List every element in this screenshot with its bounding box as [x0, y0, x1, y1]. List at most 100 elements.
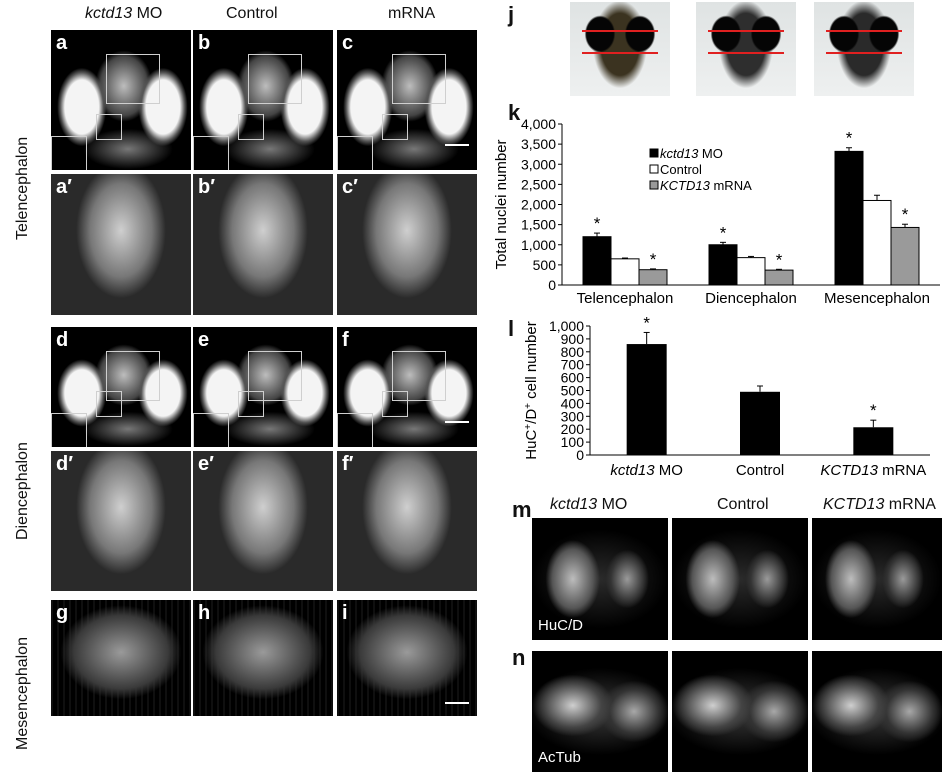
category-label: kctd13 MO: [610, 462, 683, 479]
bar-0-2: [638, 269, 668, 286]
significance-star: *: [720, 223, 727, 242]
panel-letter: f′: [342, 453, 354, 475]
legend-entry: Control: [660, 162, 702, 177]
figure-letter-m: m: [512, 497, 532, 522]
figure-letter-j: j: [508, 2, 515, 27]
micrograph-panel-d-prime: d′: [51, 451, 191, 591]
panel-letter: d: [56, 329, 69, 351]
immunostain-panel-n-1: AcTub: [532, 651, 668, 772]
scale-bar: [445, 421, 469, 423]
figure-letter-l: l: [508, 316, 515, 341]
section-plane-line: [582, 52, 658, 54]
significance-star: *: [594, 214, 601, 233]
immuno-header-control: Control: [717, 496, 769, 513]
panel-letter: b: [198, 32, 211, 54]
legend-swatch: [649, 164, 659, 174]
legend-suffix: MO: [698, 146, 723, 161]
significance-star: *: [650, 250, 657, 269]
immuno-header-mrna-suffix: mRNA: [884, 496, 936, 513]
bar-0-1: [610, 258, 640, 286]
column-header-mo-suffix: MO: [132, 5, 163, 22]
micrograph-texture: [337, 327, 477, 447]
bar-0: [626, 344, 667, 455]
bar-0-0: [582, 236, 612, 286]
y-tick-label: 2,000: [521, 197, 556, 213]
larval-head-image: [570, 2, 670, 96]
inset-box-source: [382, 391, 408, 417]
inset-box-small: [337, 136, 373, 170]
inset-box: [248, 54, 302, 104]
inset-box-small: [51, 413, 87, 447]
immuno-header-mo: kctd13 MO: [550, 496, 627, 514]
inset-box: [392, 54, 446, 104]
micrograph-panel-b: b: [193, 30, 333, 170]
inset-box: [248, 351, 302, 401]
bar-2-0: [834, 150, 864, 286]
immunostain-panel-n-3: [812, 651, 942, 772]
y-tick-label: 600: [561, 370, 585, 386]
bar-1-0: [708, 244, 738, 286]
micrograph-panel-f-prime: f′: [337, 451, 477, 591]
significance-star: *: [870, 401, 877, 420]
y-tick-label: 0: [576, 447, 584, 463]
y-tick-label: 0: [548, 277, 556, 293]
category-label: KCTD13 mRNA: [820, 462, 926, 479]
micrograph-texture: [193, 174, 333, 315]
legend-entry: KCTD13 mRNA: [660, 178, 752, 193]
micrograph-texture: [51, 451, 191, 591]
y-tick-label: 2,500: [521, 176, 556, 192]
inset-box-source: [96, 114, 122, 140]
panel-letter: c: [342, 32, 354, 54]
y-axis-label-part: /D: [523, 409, 540, 424]
category-label: Mesencephalon: [824, 290, 930, 307]
section-plane-line: [708, 30, 784, 32]
immuno-header-mo-suffix: MO: [597, 496, 628, 513]
bar-2: [853, 427, 894, 455]
panel-letter: a: [56, 32, 68, 54]
column-header-mo-gene: kctd13: [85, 5, 133, 22]
y-tick-label: 800: [561, 344, 585, 360]
significance-star: *: [902, 205, 909, 224]
row-label-telencephalon: Telencephalon: [14, 136, 31, 240]
inset-box: [106, 54, 160, 104]
significance-star: *: [846, 129, 853, 148]
category-label: Diencephalon: [705, 290, 797, 307]
legend-swatch: [649, 148, 659, 158]
panel-letter: a′: [56, 176, 72, 198]
larval-head-image: [814, 2, 914, 96]
micrograph-panel-c: c: [337, 30, 477, 170]
immuno-header-mo-gene: kctd13: [550, 496, 598, 513]
legend-swatch: [649, 180, 659, 190]
immuno-header-mrna-gene: KCTD13: [823, 496, 885, 513]
section-plane-line: [826, 52, 902, 54]
category-gene: KCTD13: [820, 462, 878, 479]
panel-letter: e′: [198, 453, 214, 475]
category-label: Telencephalon: [577, 290, 674, 307]
scale-bar: [445, 144, 469, 146]
inset-box-small: [193, 136, 229, 170]
legend-gene: kctd13: [660, 146, 699, 161]
y-tick-label: 3,500: [521, 136, 556, 152]
micrograph-texture: [193, 451, 333, 591]
y-tick-label: 100: [561, 434, 585, 450]
micrograph-texture: [193, 327, 333, 447]
scale-bar: [445, 702, 469, 704]
immunostain-panel-m-1: HuC/D: [532, 518, 668, 640]
micrograph-panel-e-prime: e′: [193, 451, 333, 591]
micrograph-panel-h: h: [193, 600, 333, 716]
y-tick-label: 1,000: [549, 318, 584, 334]
section-plane-line: [826, 30, 902, 32]
panel-letter: i: [342, 602, 348, 624]
micrograph-texture: [337, 600, 477, 716]
y-tick-label: 3,000: [521, 156, 556, 172]
micrograph-panel-d: d: [51, 327, 191, 447]
y-axis-label: Total nuclei number: [493, 139, 510, 269]
micrograph-texture: [51, 327, 191, 447]
bar-2-2: [890, 226, 920, 286]
figure-letter-k: k: [508, 100, 521, 125]
column-header-mo: kctd13 MO: [85, 5, 162, 23]
y-tick-label: 200: [561, 421, 585, 437]
micrograph-panel-e: e: [193, 327, 333, 447]
micrograph-panel-a: a: [51, 30, 191, 170]
micrograph-panel-g: g: [51, 600, 191, 716]
